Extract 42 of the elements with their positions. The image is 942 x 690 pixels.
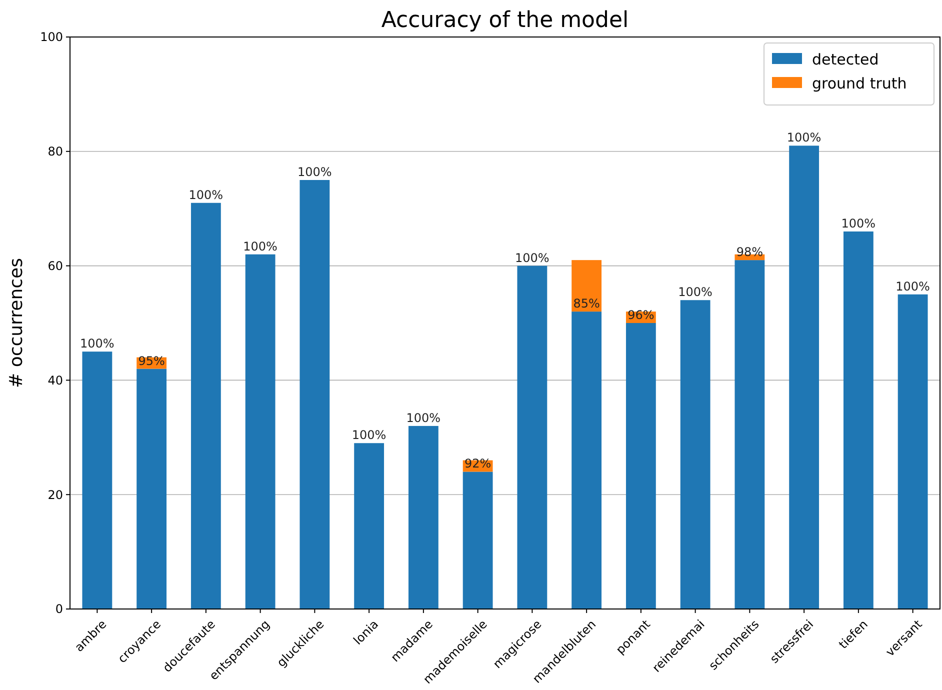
y-tick-label: 40 — [48, 373, 63, 388]
bar — [300, 180, 330, 609]
bar — [789, 146, 820, 609]
bar — [408, 426, 438, 609]
annotation: 96% — [628, 308, 654, 322]
bar — [354, 443, 384, 609]
annotation: 100% — [515, 250, 550, 265]
y-axis-title: # occurrences — [6, 258, 27, 388]
annotation: 100% — [188, 188, 224, 202]
bar — [245, 254, 276, 609]
y-tick-label: 0 — [55, 602, 63, 616]
annotation: 100% — [352, 428, 386, 442]
bar — [136, 368, 167, 609]
bar — [517, 266, 548, 609]
annotation: 100% — [243, 239, 278, 254]
legend-label: ground truth — [812, 74, 907, 92]
legend-label: detected — [812, 50, 879, 68]
bar — [626, 323, 656, 609]
annotation: 100% — [298, 165, 332, 179]
y-tick-label: 80 — [48, 144, 63, 159]
annotation: 100% — [678, 285, 712, 300]
annotation: 100% — [786, 130, 822, 145]
y-tick-label: 60 — [48, 259, 63, 273]
bar — [843, 231, 874, 609]
bar — [462, 472, 493, 609]
y-tick-label: 20 — [48, 488, 63, 502]
bar — [82, 352, 112, 609]
bar — [572, 260, 602, 312]
bar — [734, 260, 765, 609]
annotation: 85% — [573, 296, 600, 311]
y-tick-label: 100 — [40, 30, 63, 44]
bar — [190, 202, 221, 609]
annotation: 95% — [138, 354, 165, 368]
annotation: 100% — [80, 336, 114, 351]
bar — [680, 300, 710, 609]
annotation: 100% — [896, 279, 930, 294]
chart-title: Accuracy of the model — [381, 8, 629, 33]
annotation: 100% — [406, 410, 441, 425]
annotation: 92% — [464, 456, 492, 471]
bar — [898, 294, 928, 609]
annotation: 100% — [841, 216, 876, 230]
bar — [572, 312, 602, 609]
